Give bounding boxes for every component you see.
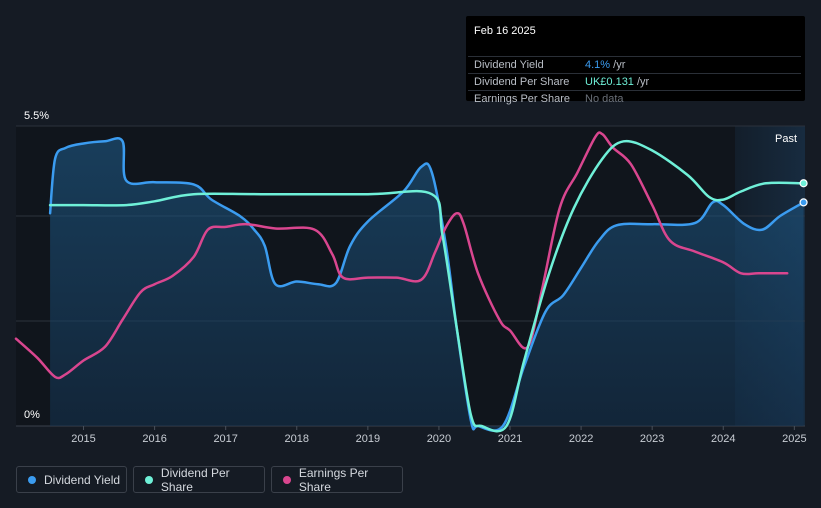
dividend-yield-area <box>50 138 804 431</box>
x-tick-label: 2023 <box>640 433 664 445</box>
legend-label: Dividend Yield <box>44 472 121 487</box>
x-tick-label: 2015 <box>71 433 95 445</box>
x-axis: 2015 2016 2017 2018 2019 2020 2021 2022 2023 2024… <box>71 426 807 445</box>
tooltip-value: UK£0.131 /yr <box>585 76 650 88</box>
y-tick-label-top: 5.5% <box>24 110 49 122</box>
tooltip-row-dividend-yield: Dividend Yield 4.1% /yr <box>468 56 801 74</box>
dividend-yield-line <box>48 137 805 432</box>
legend-item-dividend-per-share[interactable]: Dividend Per Share <box>133 465 265 494</box>
x-tick-label: 2024 <box>711 433 735 445</box>
legend-label: Earnings Per Share <box>298 465 369 494</box>
x-tick-label: 2021 <box>498 433 522 445</box>
legend-label: Dividend Per Share <box>160 465 230 494</box>
dividend-per-share-end-point <box>799 179 808 188</box>
legend-dot-icon <box>283 475 291 484</box>
series-layer <box>14 131 808 433</box>
x-tick-label: 2020 <box>427 433 451 445</box>
x-tick-label: 2025 <box>782 433 806 445</box>
legend-dot-icon <box>145 475 153 484</box>
past-label: Past <box>775 133 797 145</box>
tooltip-date: Feb 16 2025 <box>474 25 536 37</box>
x-tick-label: 2022 <box>569 433 593 445</box>
x-tick-label: 2019 <box>356 433 380 445</box>
dividend-yield-end-point <box>799 198 808 207</box>
tooltip-panel: Feb 16 2025 Dividend Yield 4.1% /yr Divi… <box>466 16 805 105</box>
dividend-per-share-line <box>48 139 805 433</box>
tooltip-label: Dividend Per Share <box>474 76 570 88</box>
x-tick-label: 2017 <box>213 433 237 445</box>
y-tick-label-bottom: 0% <box>24 409 40 421</box>
earnings-per-share-line <box>14 131 789 380</box>
x-tick-label: 2016 <box>142 433 166 445</box>
tooltip-label: Earnings Per Share <box>474 93 570 105</box>
x-tick-label: 2018 <box>285 433 309 445</box>
legend-item-earnings-per-share[interactable]: Earnings Per Share <box>271 465 403 494</box>
tooltip-value: 4.1% /yr <box>585 59 626 71</box>
legend-item-dividend-yield[interactable]: Dividend Yield <box>16 466 127 493</box>
tooltip-label: Dividend Yield <box>474 59 544 71</box>
tooltip-row-dividend-per-share: Dividend Per Share UK£0.131 /yr <box>468 73 801 91</box>
dividend-chart: 5.5% 0% Past 2015 2016 2017 2018 2019 2020 202… <box>14 110 808 445</box>
tooltip-value: No data <box>585 93 624 105</box>
legend-dot-icon <box>28 475 36 484</box>
tooltip-row-earnings-per-share: Earnings Per Share No data <box>468 90 801 105</box>
